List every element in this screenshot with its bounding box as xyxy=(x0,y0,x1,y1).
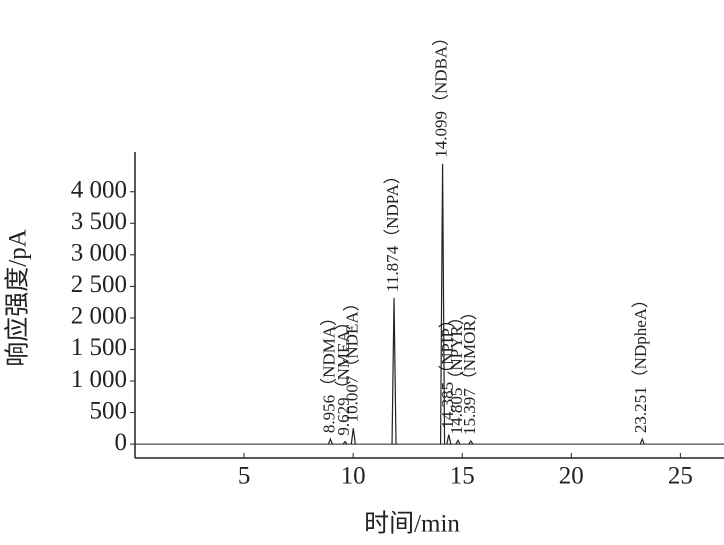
y-tick-label: 4 000 xyxy=(71,176,127,203)
y-tick-label: 0 xyxy=(115,429,128,456)
peak-name: （NMOR） xyxy=(460,303,479,388)
peak xyxy=(455,439,461,445)
peak-name: （NPIP） xyxy=(438,311,457,382)
peak xyxy=(342,440,348,445)
peak-name: （NDMA） xyxy=(319,309,338,395)
x-tick-label: 25 xyxy=(668,463,693,490)
peak-name: （NDpheA） xyxy=(631,291,650,386)
peak-label: 9.629（NMEA） xyxy=(334,313,353,435)
peak-name: （NDEA） xyxy=(342,294,361,375)
peak xyxy=(439,163,446,445)
peak-label: 8.956（NDMA） xyxy=(319,309,338,433)
x-tick-label: 20 xyxy=(559,463,584,490)
peak-time: 14.805 xyxy=(447,388,466,435)
peak-time: 15.397 xyxy=(460,388,479,435)
y-tick-label: 3 500 xyxy=(71,208,127,235)
peak xyxy=(446,434,452,445)
y-tick-label: 2 500 xyxy=(71,271,127,298)
peak-label: 14.099（NDBA） xyxy=(431,29,450,158)
y-tick-label: 3 000 xyxy=(71,240,127,267)
peak-name: （NPYR） xyxy=(447,308,466,387)
peak-time: 14.385 xyxy=(438,382,457,429)
peak xyxy=(468,439,474,445)
peak xyxy=(350,428,356,445)
peak-time: 23.251 xyxy=(631,386,650,433)
x-tick-label: 10 xyxy=(341,463,366,490)
x-tick-label: 5 xyxy=(238,463,251,490)
y-tick-label: 1 500 xyxy=(71,334,127,361)
x-tick-label: 15 xyxy=(450,463,475,490)
peak-label: 23.251（NDpheA） xyxy=(631,291,650,433)
peak xyxy=(327,437,333,445)
y-axis-title: 响应强度/pA xyxy=(4,229,32,367)
peak-label: 11.874（NDPA） xyxy=(383,167,402,292)
y-tick-label: 500 xyxy=(90,397,128,424)
peak-time: 14.099 xyxy=(431,111,450,158)
peak-label: 14.385（NPIP） xyxy=(438,311,457,429)
peak-label: 10.007（NDEA） xyxy=(342,294,361,422)
peak xyxy=(391,297,397,445)
peak xyxy=(639,437,645,445)
peak-time: 8.956 xyxy=(319,395,338,433)
peak-label: 14.805（NPYR） xyxy=(447,308,466,434)
peak-name: （NDBA） xyxy=(431,29,450,111)
y-tick-label: 2 000 xyxy=(71,303,127,330)
peak-time: 11.874 xyxy=(383,245,402,292)
x-axis-title: 时间/min xyxy=(364,510,460,538)
peak-name: （NMEA） xyxy=(334,313,353,397)
peak-time: 9.629 xyxy=(334,397,353,435)
y-tick-label: 1 000 xyxy=(71,366,127,393)
peak-time: 10.007 xyxy=(342,375,361,422)
peak-name: （NDPA） xyxy=(383,167,402,246)
peak-label: 15.397（NMOR） xyxy=(460,303,479,435)
